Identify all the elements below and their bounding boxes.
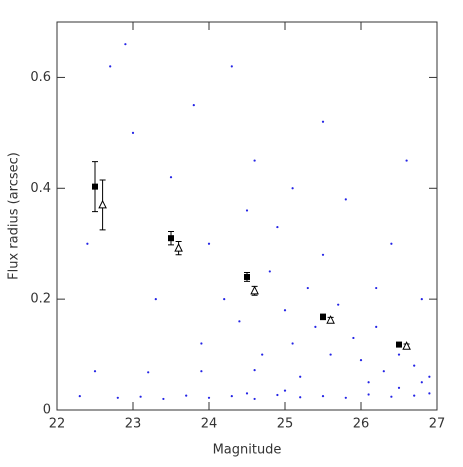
scatter-point (306, 286, 309, 290)
scatter-point (413, 364, 416, 367)
square-marker (320, 313, 326, 320)
scatter-point (299, 375, 302, 378)
scatter-point (207, 396, 211, 399)
scatter-point (321, 395, 325, 398)
scatter-point (397, 386, 401, 389)
scatter-point (382, 370, 385, 373)
scatter-point (93, 370, 97, 373)
scatter-point (321, 253, 325, 256)
scatter-point (154, 298, 157, 301)
scatter-point (276, 393, 279, 397)
triangle-marker (250, 285, 259, 295)
scatter-point (253, 159, 256, 162)
scatter-point (428, 392, 431, 395)
triangle-marker (98, 199, 107, 209)
y-tick-label: 0.6 (30, 70, 51, 85)
scatter-point (185, 394, 188, 397)
plot-frame (56, 21, 438, 411)
scatter-point (268, 270, 271, 273)
scatter-point (200, 342, 203, 345)
scatter-point (291, 187, 294, 190)
scatter-point (230, 65, 233, 68)
triangle-marker (326, 315, 335, 324)
scatter-point (344, 198, 347, 201)
scatter-point (390, 242, 393, 245)
scatter-point (86, 242, 89, 245)
scatter-point (420, 381, 423, 384)
scatter-point (337, 303, 340, 306)
scatter-point (352, 336, 355, 340)
y-tick-label: 0.4 (30, 181, 51, 196)
square-marker (92, 183, 98, 190)
scatter-point (78, 395, 81, 398)
scatter-point (245, 209, 249, 212)
scatter-point (253, 397, 256, 401)
scatter-point (169, 176, 173, 179)
y-tick-label: 0 (43, 403, 51, 418)
x-tick-label: 25 (277, 417, 294, 432)
scatter-point (192, 104, 195, 107)
scatter-point (147, 371, 150, 374)
x-tick-label: 23 (125, 417, 142, 432)
scatter-point (413, 394, 416, 397)
scatter-point (223, 298, 226, 301)
scatter-point (109, 65, 112, 68)
scatter-point (367, 393, 370, 396)
scatter-point (230, 395, 233, 398)
x-axis-label: Magnitude (213, 443, 282, 458)
scatter-point (359, 359, 363, 362)
x-tick-label: 27 (429, 417, 446, 432)
triangle-marker (174, 243, 183, 252)
scatter-point (253, 368, 256, 372)
scatter-point (405, 159, 408, 162)
scatter-point (420, 298, 423, 301)
scatter-point (261, 353, 264, 356)
scatter-point (131, 131, 135, 134)
scatter-point (276, 225, 279, 229)
scatter-point (291, 342, 294, 345)
scatter-point (397, 353, 401, 356)
scatter-point (116, 396, 119, 399)
scatter-point (245, 392, 249, 395)
scatter-point (344, 396, 347, 399)
scatter-point (375, 325, 378, 328)
scatter-point (390, 395, 393, 398)
scatter-point (207, 242, 211, 245)
scatter-point (139, 395, 142, 398)
scatter-point (124, 43, 127, 46)
scatter-point (200, 370, 203, 373)
y-axis-label: Flux radius (arcsec) (7, 152, 22, 280)
x-tick-label: 24 (201, 417, 218, 432)
scatter-point (314, 325, 317, 328)
square-marker (168, 235, 174, 242)
scatter-point (428, 375, 431, 378)
scatter-point (329, 353, 332, 356)
x-tick-label: 26 (353, 417, 370, 432)
scatter-point (283, 309, 287, 312)
scatter-point (367, 381, 370, 384)
scatter-point (375, 286, 378, 290)
scatter-point (162, 397, 165, 401)
scatter-point (283, 389, 287, 392)
scatter-point (321, 120, 325, 123)
y-tick-label: 0.2 (30, 292, 51, 307)
scatter-point (238, 320, 241, 323)
triangle-marker (402, 341, 411, 350)
scatter-point (299, 396, 302, 399)
square-marker (396, 341, 402, 348)
square-marker (244, 273, 250, 280)
x-tick-label: 22 (49, 417, 66, 432)
